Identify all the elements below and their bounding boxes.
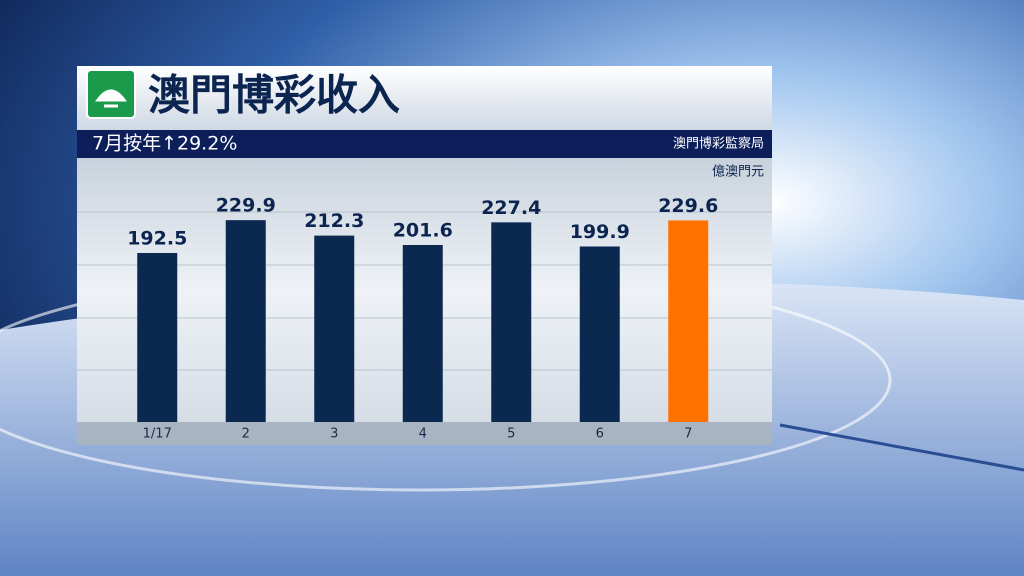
x-tick-label: 2 [242,427,250,442]
value-label: 227.4 [481,197,541,219]
bar [668,220,709,422]
bar [402,244,443,422]
logo-emblem [95,89,127,108]
source: 澳門博彩監察局 [673,136,764,152]
bar [225,220,266,422]
title-bar [77,66,772,130]
value-label: 229.6 [658,195,718,217]
value-label: 229.9 [216,195,276,217]
x-tick-label: 5 [507,427,515,442]
bar [491,222,532,422]
value-label: 199.9 [570,221,630,243]
value-label: 201.6 [393,219,453,241]
subtitle-bar [77,130,772,158]
x-tick-label: 1/17 [143,427,172,442]
x-tick-label: 3 [330,427,338,442]
floor-line [779,423,1024,472]
bar [137,252,178,422]
x-tick-label: 7 [684,427,692,442]
x-tick-label: 6 [596,427,604,442]
value-label: 212.3 [304,210,364,232]
bar [314,235,355,422]
subtitle: 7月按年↑29.2% [92,133,237,155]
unit: 億澳門元 [712,164,764,180]
value-label: 192.5 [127,227,187,249]
bar [579,246,620,422]
x-tick-label: 4 [419,427,427,442]
chart-title: 澳門博彩收入 [148,71,400,120]
category-strip [77,422,772,445]
